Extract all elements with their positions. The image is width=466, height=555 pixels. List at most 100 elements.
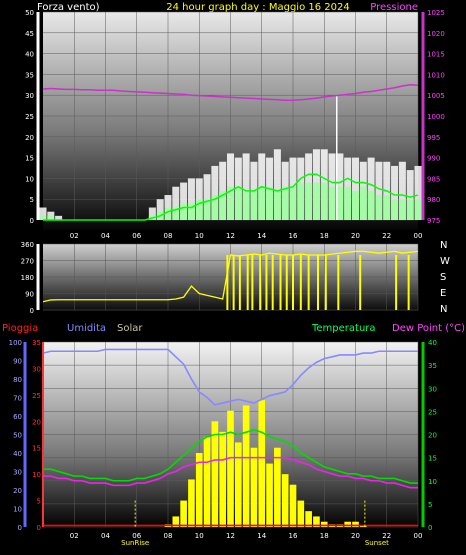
wind-tick-label: 30 [25, 92, 34, 100]
legend-humidity: Umidita [67, 323, 106, 334]
speed-bar [180, 203, 188, 220]
wind-tick-label: 20 [25, 134, 34, 142]
speed-bar [344, 186, 352, 220]
speed-bar [398, 199, 406, 220]
speed-bar [305, 182, 313, 220]
speed-bar [289, 186, 297, 220]
speed-bar [164, 207, 172, 220]
wind-tick-label: 35 [25, 71, 34, 79]
gust-bar [187, 178, 195, 220]
pressure-tick-label: 995 [427, 134, 440, 142]
gust-bar [375, 161, 383, 220]
wind-force-label: Forza vento) [37, 2, 100, 13]
speed-bar [281, 186, 289, 220]
gust-bar [351, 157, 360, 220]
solar-bar [195, 453, 203, 527]
solar-bar [234, 442, 242, 527]
temp-tick-label: 30 [428, 385, 437, 393]
wind-tick-label: 45 [25, 30, 34, 38]
humidity-tick-label: 30 [13, 469, 22, 477]
sunset-label: Sunset [365, 539, 389, 547]
solar-bar [219, 431, 227, 527]
rain-tick-label: 30 [32, 365, 41, 373]
speed-bar [203, 199, 211, 220]
wind-x-tick-label: 16 [289, 232, 298, 240]
wind-x-tick-label: 08 [164, 232, 173, 240]
gust-bar [391, 165, 399, 220]
legend-temperature: Temperatura [311, 323, 376, 334]
wind-tick-label: 25 [25, 113, 34, 121]
humidity-tick-label: 50 [13, 432, 22, 440]
solar-bar [180, 500, 187, 527]
temp-tick-label: 35 [428, 362, 437, 370]
gust-bar [172, 186, 180, 220]
compass-n-top: N [440, 240, 447, 251]
pressure-tick-label: 975 [427, 217, 440, 225]
temp-x-tick-label: 16 [289, 532, 298, 540]
gust-bar [211, 165, 219, 220]
wind-tick-label: 40 [25, 51, 34, 59]
sunrise-label: SunRise [121, 539, 149, 547]
compass-s: S [440, 272, 446, 283]
gust-bar [164, 195, 172, 220]
speed-bar [226, 186, 235, 220]
pressure-label: Pressione [370, 2, 418, 13]
wind-tick-label: 15 [25, 155, 34, 163]
speed-bar [320, 182, 328, 220]
wind-x-tick-label: 00 [414, 232, 423, 240]
temp-x-tick-label: 20 [351, 532, 360, 540]
gust-bar [156, 199, 164, 220]
solar-bar [344, 521, 352, 527]
temperature-line [43, 429, 418, 484]
pressure-tick-label: 990 [427, 155, 440, 163]
rain-tick-label: 25 [32, 392, 41, 400]
humidity-tick-label: 0 [18, 524, 22, 532]
gust-bar [203, 174, 211, 220]
wind-tick-label: 5 [30, 196, 34, 204]
pressure-tick-label: 1010 [427, 71, 445, 79]
rain-tick-label: 35 [32, 339, 41, 347]
humidity-tick-label: 10 [13, 506, 22, 514]
temp-tick-label: 10 [428, 478, 437, 486]
chart-title: 24 hour graph day : Maggio 16 2024 [166, 2, 349, 13]
solar-bar [250, 447, 258, 527]
speed-bar [312, 182, 320, 220]
speed-bar [219, 190, 227, 220]
temp-x-tick-label: 22 [382, 532, 391, 540]
gust-bar [406, 170, 414, 220]
gust-bar [55, 215, 63, 220]
speed-bar [172, 207, 180, 220]
speed-bar [391, 199, 399, 220]
wind-x-tick-label: 06 [132, 232, 141, 240]
humidity-tick-label: 20 [13, 487, 22, 495]
wind-x-tick-label: 20 [351, 232, 360, 240]
pressure-tick-label: 1000 [427, 113, 445, 121]
solar-bar [281, 474, 289, 527]
rain-tick-label: 10 [32, 471, 41, 479]
rain-tick-label: 20 [32, 418, 41, 426]
solar-bar [297, 500, 305, 527]
direction-tick-label: 270 [21, 258, 34, 266]
temp-x-tick-label: 02 [70, 532, 79, 540]
gust-bar [398, 161, 406, 220]
speed-bar [187, 203, 195, 220]
speed-bar [297, 182, 305, 220]
temp-tick-label: 15 [428, 455, 437, 463]
direction-tick-label: 180 [21, 274, 34, 282]
compass-e: E [440, 288, 446, 299]
pressure-tick-label: 980 [427, 196, 440, 204]
gust-bar [242, 153, 250, 220]
wind-average-line [43, 173, 419, 221]
gust-bar [273, 149, 281, 220]
temp-x-tick-label: 10 [195, 532, 204, 540]
temp-tick-label: 40 [428, 339, 437, 347]
temp-x-tick-label: 08 [164, 532, 173, 540]
temp-tick-label: 25 [428, 408, 437, 416]
gust-bar [148, 207, 156, 220]
speed-bar [406, 199, 414, 220]
speed-bar [258, 186, 266, 220]
wind-x-tick-label: 12 [226, 232, 235, 240]
legend-rain: Pioggia [2, 323, 38, 334]
speed-bar [336, 186, 344, 220]
gust-bar [180, 182, 188, 220]
